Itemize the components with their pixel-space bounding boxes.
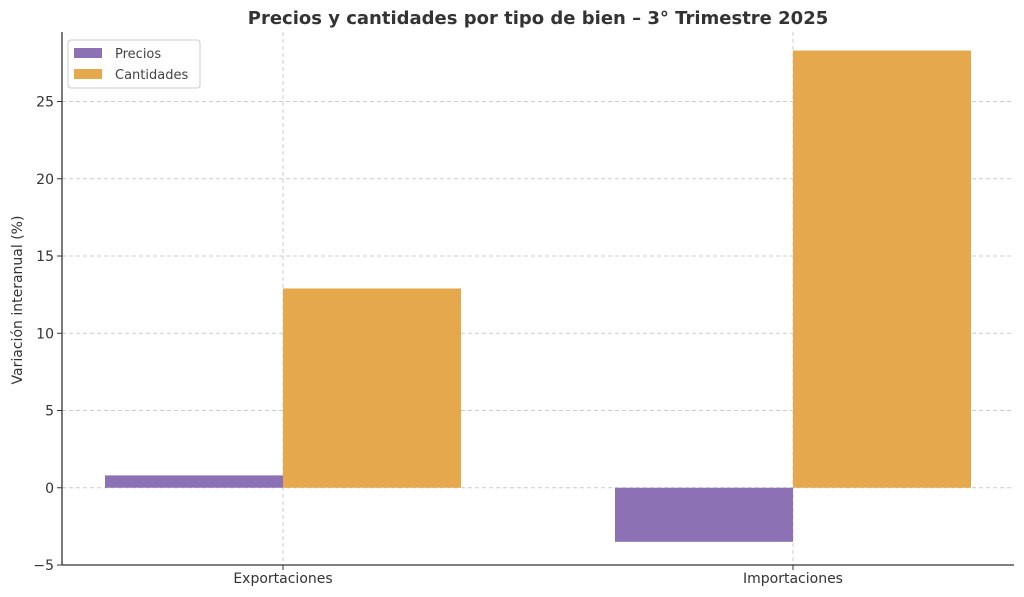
y-tick-label: −5: [33, 558, 54, 574]
y-ticks: −5 0 5 10 15 20 25: [33, 95, 62, 574]
x-tick-label: Exportaciones: [233, 571, 332, 587]
chart-title: Precios y cantidades por tipo de bien – …: [248, 8, 829, 29]
x-ticks: Exportaciones Importaciones: [233, 565, 843, 587]
y-tick-label: 15: [36, 249, 54, 265]
legend: Precios Cantidades: [67, 39, 201, 89]
x-tick-label: Importaciones: [743, 571, 843, 587]
y-axis-label: Variación interanual (%): [10, 216, 26, 385]
legend-swatch-cantidades: [74, 69, 102, 79]
y-tick-label: 5: [45, 404, 54, 420]
legend-label-precios: Precios: [115, 47, 161, 62]
y-tick-label: 20: [36, 172, 54, 188]
y-tick-label: 10: [36, 326, 54, 342]
bars: [105, 50, 971, 542]
bar-cantidades-importaciones: [793, 50, 971, 488]
axes: [61, 32, 1014, 566]
legend-swatch-precios: [74, 48, 102, 58]
y-tick-label: 25: [36, 95, 54, 111]
bar-precios-exportaciones: [105, 475, 283, 488]
legend-label-cantidades: Cantidades: [115, 68, 188, 83]
bar-cantidades-exportaciones: [283, 288, 461, 488]
y-tick-label: 0: [45, 481, 54, 497]
bar-precios-importaciones: [615, 487, 793, 542]
